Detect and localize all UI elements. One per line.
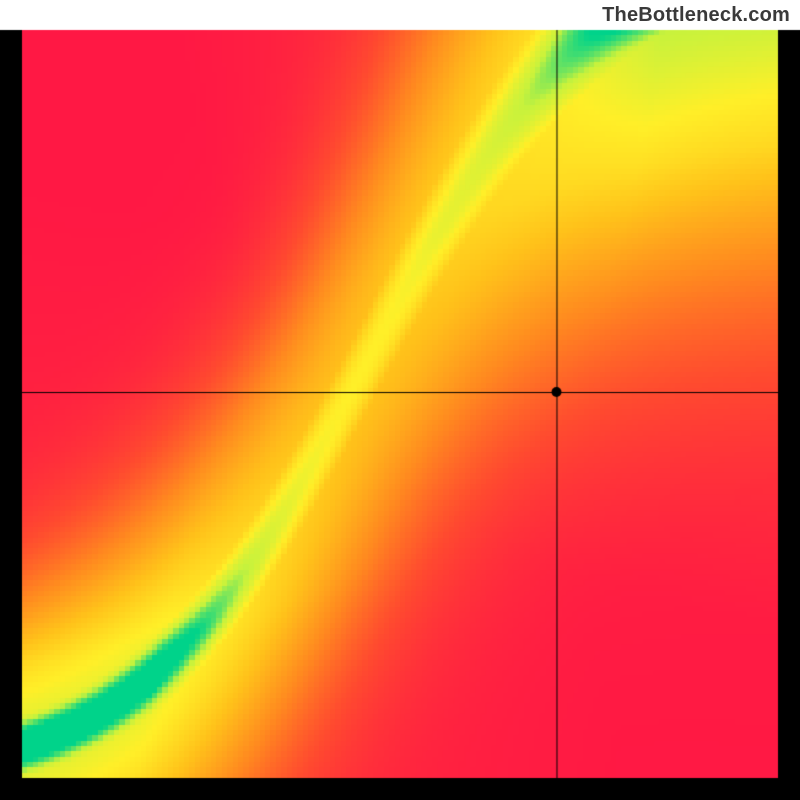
bottleneck-heatmap	[0, 0, 800, 800]
watermark-text: TheBottleneck.com	[602, 4, 790, 27]
